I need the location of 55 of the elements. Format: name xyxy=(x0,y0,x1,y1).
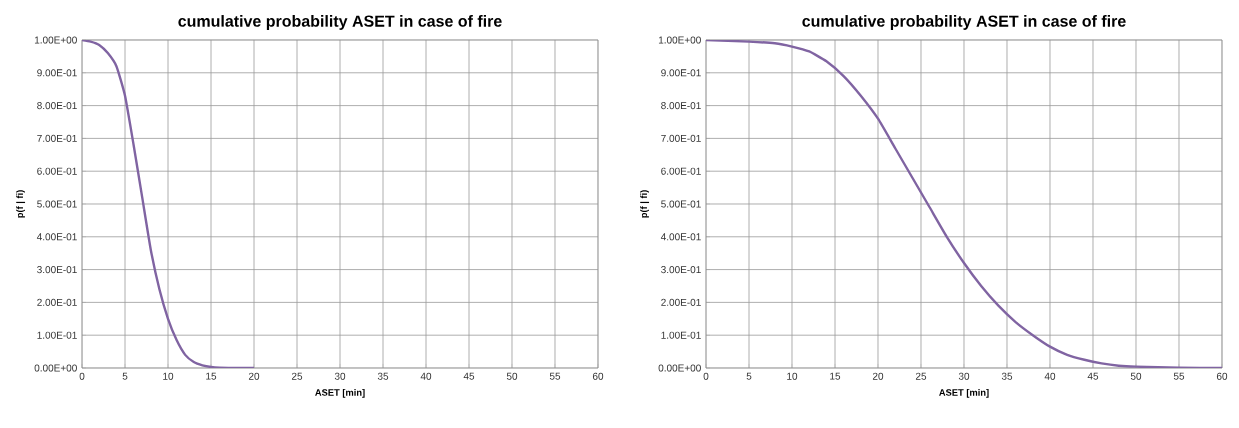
y-tick-label: 1.00E+00 xyxy=(34,36,77,44)
y-tick-label: 6.00E-01 xyxy=(37,167,77,175)
x-tick-label: 10 xyxy=(163,372,174,380)
y-tick-label: 0.00E+00 xyxy=(34,364,77,372)
chart-title: cumulative probability ASET in case of fire xyxy=(178,15,502,30)
x-tick-label: 35 xyxy=(377,372,389,380)
x-tick-label: 55 xyxy=(1173,372,1185,380)
x-tick-label: 35 xyxy=(1001,372,1013,380)
x-tick-label: 40 xyxy=(1044,372,1056,380)
y-tick-label: 2.00E-01 xyxy=(661,298,701,306)
x-tick-label: 0 xyxy=(79,372,85,380)
y-tick-label: 1.00E-01 xyxy=(37,331,77,339)
y-tick-label: 8.00E-01 xyxy=(37,102,77,110)
x-tick-label: 10 xyxy=(787,372,798,380)
x-tick-label: 30 xyxy=(334,372,346,380)
x-tick-label: 60 xyxy=(1216,372,1228,380)
y-tick-label: 9.00E-01 xyxy=(661,69,701,77)
chart-title: cumulative probability ASET in case of fire xyxy=(802,15,1126,30)
y-tick-label: 7.00E-01 xyxy=(661,134,701,142)
y-tick-label: 9.00E-01 xyxy=(37,69,77,77)
y-tick-label: 0.00E+00 xyxy=(658,364,701,372)
y-tick-label: 5.00E-01 xyxy=(37,200,77,208)
x-tick-label: 40 xyxy=(420,372,432,380)
y-tick-label: 3.00E-01 xyxy=(37,266,77,274)
x-tick-label: 5 xyxy=(746,372,752,380)
x-tick-label: 25 xyxy=(915,372,927,380)
y-axis-title: p(f | fi) xyxy=(640,190,650,218)
x-tick-label: 50 xyxy=(1130,372,1142,380)
x-tick-label: 0 xyxy=(703,372,709,380)
x-axis-title: ASET [min] xyxy=(315,388,365,398)
x-tick-label: 20 xyxy=(248,372,260,380)
x-tick-label: 45 xyxy=(1087,372,1099,380)
y-tick-label: 1.00E-01 xyxy=(661,331,701,339)
y-tick-label: 3.00E-01 xyxy=(661,266,701,274)
y-tick-label: 2.00E-01 xyxy=(37,298,77,306)
y-axis-title: p(f | fi) xyxy=(16,190,26,218)
line-series xyxy=(706,39,1222,368)
y-tick-label: 4.00E-01 xyxy=(660,233,701,241)
y-tick-label: 1.00E+00 xyxy=(658,36,701,44)
y-tick-label: 8.00E-01 xyxy=(661,102,701,110)
y-tick-label: 4.00E-01 xyxy=(36,233,77,241)
x-tick-label: 15 xyxy=(206,372,217,380)
y-tick-label: 7.00E-01 xyxy=(37,134,77,142)
x-tick-label: 25 xyxy=(291,372,303,380)
x-tick-label: 45 xyxy=(463,372,475,380)
x-tick-label: 5 xyxy=(122,372,128,380)
x-tick-label: 30 xyxy=(958,372,970,380)
x-tick-label: 60 xyxy=(592,372,604,380)
y-tick-label: 6.00E-01 xyxy=(661,167,701,175)
y-tick-label: 5.00E-01 xyxy=(661,200,701,208)
x-tick-label: 20 xyxy=(872,372,884,380)
x-tick-label: 50 xyxy=(506,372,518,380)
x-tick-label: 55 xyxy=(549,372,561,380)
x-tick-label: 15 xyxy=(830,372,841,380)
x-axis-title: ASET [min] xyxy=(939,388,989,398)
